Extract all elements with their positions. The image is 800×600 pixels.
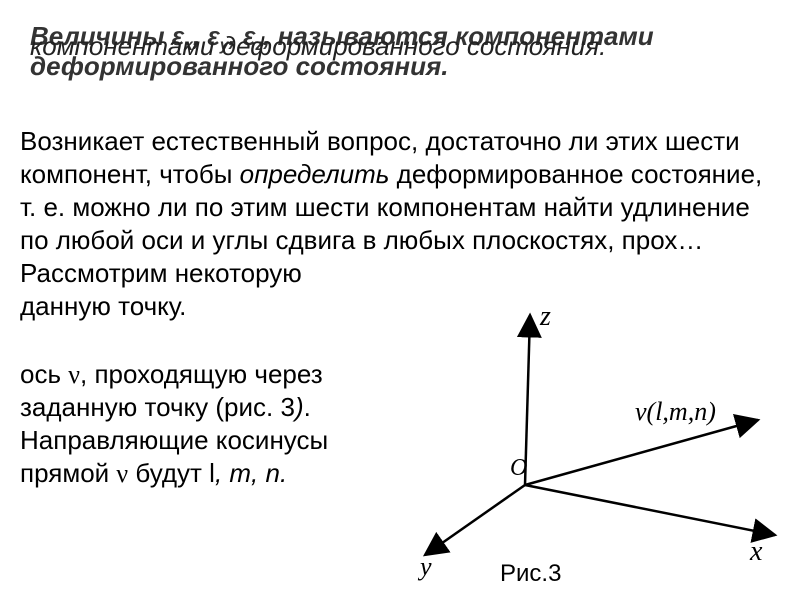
axes-svg: z x y O ν(l,m,n): [380, 300, 780, 600]
origin-label: O: [510, 455, 527, 481]
nu-label: ν(l,m,n): [635, 397, 716, 426]
figure-3: z x y O ν(l,m,n): [380, 300, 780, 600]
page: Величины εx, εy, εz, называются компонен…: [0, 0, 800, 600]
lower-paragraph: ось ν, проходящую через заданную точку (…: [20, 358, 400, 490]
header-line-3: деформированного состояния.: [30, 50, 770, 82]
figure-caption: Рис.3: [500, 560, 561, 588]
x-label: x: [749, 536, 763, 567]
z-label: z: [539, 301, 551, 332]
y-label: y: [417, 552, 432, 581]
main-paragraph: Возникает естественный вопрос, достаточн…: [20, 125, 780, 323]
